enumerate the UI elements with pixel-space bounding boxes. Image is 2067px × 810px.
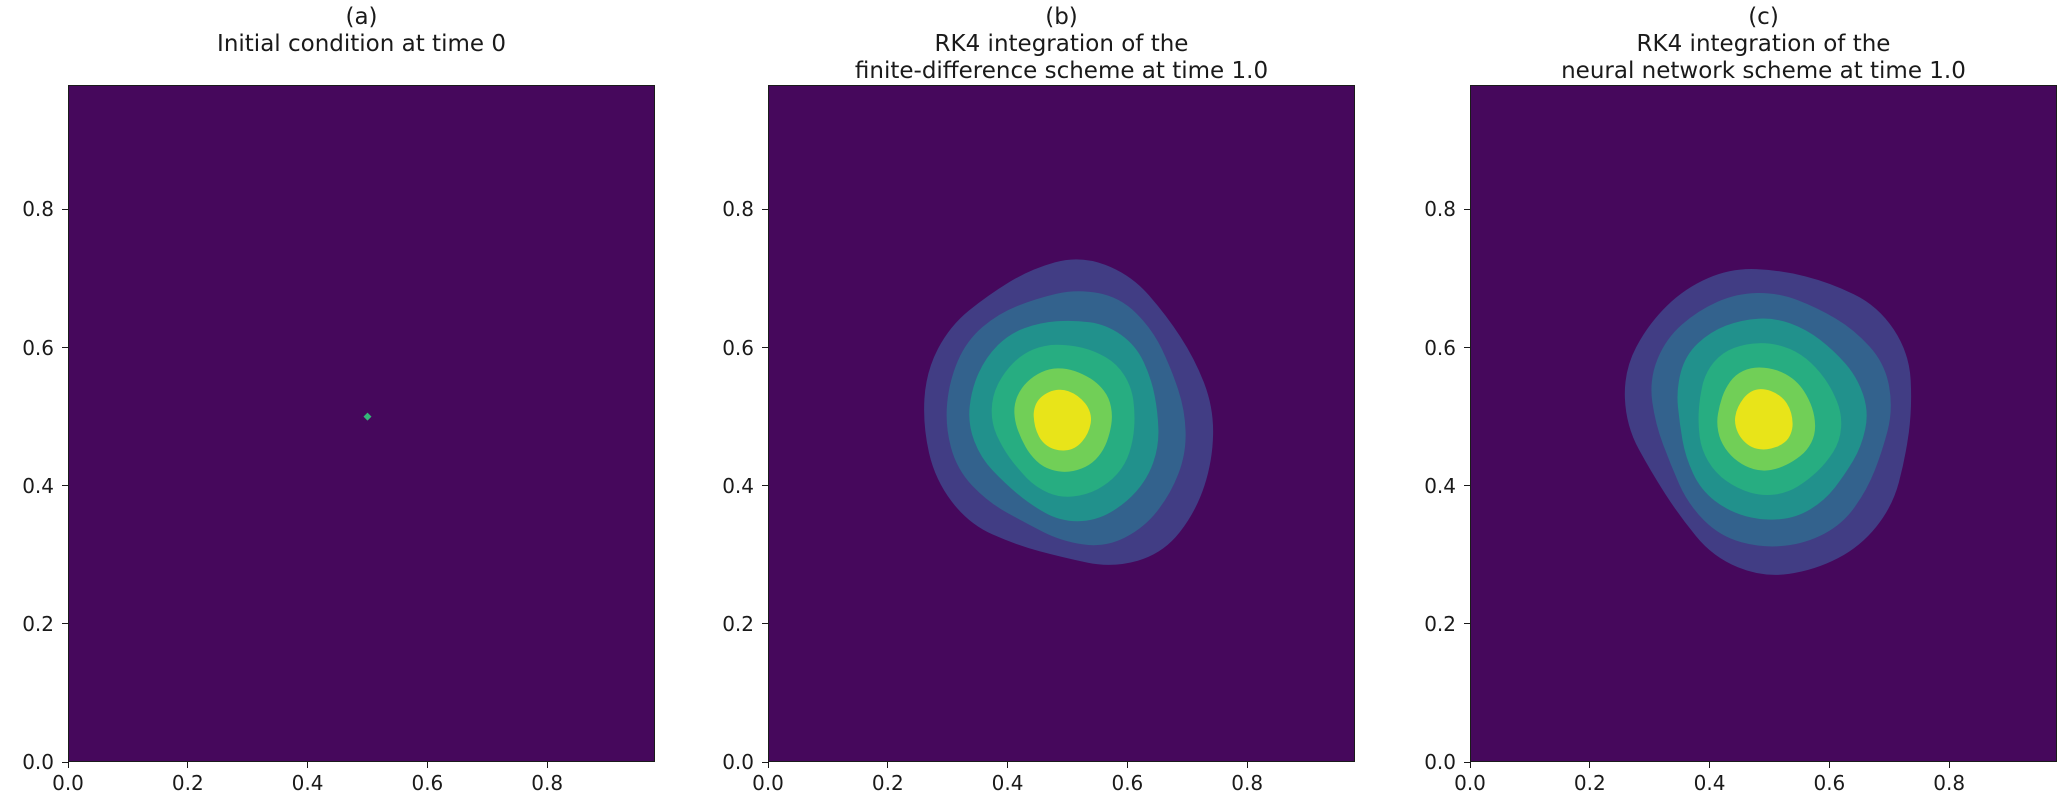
x-tick-mark	[307, 762, 309, 768]
initial-point-marker	[363, 412, 372, 421]
contour-plot-b	[768, 85, 1355, 762]
y-tick-mark	[62, 347, 68, 348]
y-tick-mark	[762, 485, 768, 487]
x-tick-mark	[887, 762, 889, 768]
panel-label-a: (a)	[345, 4, 378, 30]
x-tick-label: 0.8	[1933, 771, 1966, 795]
x-tick-mark	[187, 762, 189, 768]
x-tick-label: 0.8	[531, 771, 564, 795]
x-tick-label: 0.8	[1231, 771, 1264, 795]
x-tick-label: 0.6	[1813, 771, 1846, 795]
y-tick-label: 0.4	[722, 473, 754, 498]
x-tick-label: 0.6	[411, 771, 444, 795]
y-tick-mark	[762, 347, 768, 348]
y-tick-label: 0.8	[722, 197, 754, 222]
x-tick-label: 0.0	[752, 771, 784, 795]
y-tick-label: 0.8	[22, 197, 54, 222]
y-tick-label: 0.6	[722, 335, 754, 360]
y-tick-label: 0.4	[1424, 473, 1456, 498]
y-tick-mark	[1464, 761, 1470, 763]
y-tick-label: 0.4	[22, 473, 54, 498]
plot-title-c: RK4 integration of the neural network sc…	[1561, 31, 1966, 84]
x-tick-mark	[1469, 762, 1471, 768]
plot-background	[68, 85, 655, 762]
y-tick-mark	[1464, 208, 1470, 210]
axes-frame	[68, 85, 655, 762]
panel-label-c: (c)	[1748, 4, 1779, 30]
x-tick-mark	[1007, 762, 1009, 768]
x-tick-label: 0.2	[871, 771, 904, 795]
x-tick-mark	[1126, 762, 1128, 768]
y-tick-label: 0.2	[1424, 611, 1456, 636]
y-tick-label: 0.0	[722, 750, 754, 774]
x-tick-mark	[1828, 762, 1830, 768]
x-tick-label: 0.2	[171, 771, 204, 795]
y-tick-mark	[62, 761, 68, 763]
x-tick-mark	[1246, 762, 1248, 768]
contour-level-5	[1033, 389, 1092, 451]
x-tick-label: 0.4	[291, 771, 324, 795]
x-tick-label: 0.4	[991, 771, 1024, 795]
contour-plot-a	[68, 85, 655, 762]
contour-level-5	[1735, 389, 1793, 450]
y-tick-label: 0.8	[1424, 197, 1456, 222]
y-tick-label: 0.2	[722, 611, 754, 636]
x-tick-mark	[767, 762, 769, 768]
x-tick-mark	[1709, 762, 1711, 768]
x-tick-label: 0.2	[1573, 771, 1606, 795]
y-tick-mark	[762, 208, 768, 210]
y-tick-mark	[1464, 623, 1470, 625]
x-tick-mark	[1589, 762, 1591, 768]
y-tick-label: 0.0	[22, 750, 54, 774]
y-tick-label: 0.0	[1424, 750, 1456, 774]
y-tick-mark	[1464, 347, 1470, 348]
axes-frame	[1470, 85, 2057, 762]
y-tick-mark	[62, 623, 68, 625]
panel-label-b: (b)	[1045, 4, 1078, 30]
y-tick-mark	[762, 761, 768, 763]
x-tick-mark	[426, 762, 428, 768]
y-tick-label: 0.6	[1424, 335, 1456, 360]
plot-title-b: RK4 integration of the finite-difference…	[854, 31, 1269, 84]
x-tick-mark	[67, 762, 69, 768]
y-tick-mark	[762, 623, 768, 625]
plot-title-a: Initial condition at time 0	[217, 31, 506, 57]
y-tick-mark	[1464, 485, 1470, 487]
x-tick-mark	[1948, 762, 1950, 768]
x-tick-label: 0.4	[1693, 771, 1726, 795]
axes-frame	[768, 85, 1355, 762]
y-tick-mark	[62, 485, 68, 487]
y-tick-label: 0.6	[22, 335, 54, 360]
contour-plot-c	[1470, 85, 2057, 762]
x-tick-label: 0.0	[1454, 771, 1486, 795]
x-tick-label: 0.6	[1111, 771, 1144, 795]
y-tick-mark	[62, 208, 68, 210]
x-tick-mark	[546, 762, 548, 768]
y-tick-label: 0.2	[22, 611, 54, 636]
x-tick-label: 0.0	[52, 771, 84, 795]
